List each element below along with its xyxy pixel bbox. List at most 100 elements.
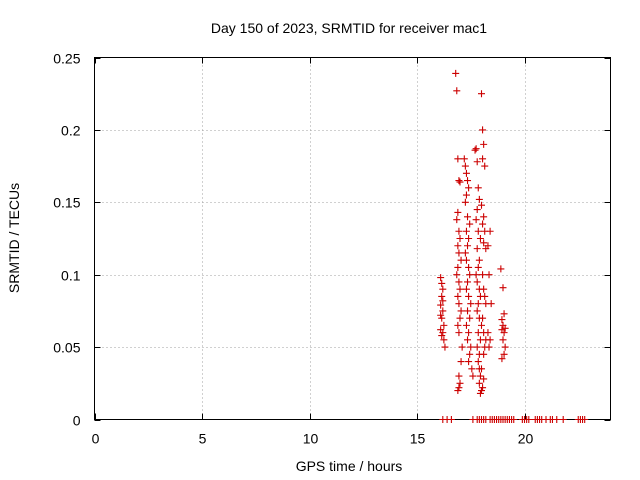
data-point: [499, 336, 507, 344]
data-point: [480, 375, 488, 383]
axis-ticks: 0 5 10 15 20 0 0.05 0.1 0.15 0.2 0.25: [53, 51, 611, 447]
data-point: [525, 416, 533, 423]
data-point: [458, 343, 466, 351]
data-point: [501, 324, 509, 332]
data-point: [455, 177, 463, 185]
data-point: [481, 162, 489, 170]
data-point: [499, 284, 507, 292]
data-point: [480, 285, 488, 293]
data-point: [453, 216, 461, 224]
data-point: [472, 145, 480, 153]
data-point: [553, 416, 561, 423]
x-tick-label: 10: [303, 431, 319, 447]
data-point: [455, 300, 463, 308]
data-point: [559, 416, 567, 423]
data-point: [465, 292, 473, 300]
data-points: [437, 69, 589, 423]
plot-frame: [94, 57, 611, 420]
data-point: [475, 365, 483, 373]
data-point: [460, 155, 468, 163]
data-point: [474, 263, 482, 271]
data-point: [474, 184, 482, 192]
data-point: [479, 126, 487, 134]
data-point: [461, 198, 469, 206]
data-point: [474, 300, 482, 308]
data-point: [441, 343, 449, 351]
data-point: [461, 162, 469, 170]
data-point: [452, 69, 460, 77]
data-point: [487, 300, 495, 308]
data-point: [454, 242, 462, 250]
y-tick-label: 0.2: [61, 123, 81, 139]
data-point: [465, 358, 473, 366]
x-tick-label: 0: [92, 431, 100, 447]
data-point: [475, 195, 483, 203]
data-point: [437, 301, 445, 309]
data-point: [581, 416, 589, 423]
data-point: [485, 271, 493, 279]
data-point: [456, 235, 464, 242]
data-point: [465, 235, 473, 242]
data-point: [484, 242, 492, 250]
data-point: [475, 379, 483, 387]
data-point: [454, 292, 462, 300]
data-point: [480, 140, 488, 148]
data-point: [464, 307, 472, 315]
data-point: [467, 300, 475, 308]
data-point: [466, 350, 474, 358]
data-point: [464, 336, 472, 344]
data-point: [455, 372, 463, 380]
data-point: [480, 239, 488, 247]
data-point: [469, 372, 477, 380]
data-point: [473, 278, 481, 286]
data-point: [462, 227, 470, 235]
data-point: [439, 307, 447, 315]
data-point: [479, 384, 487, 392]
data-point: [439, 329, 447, 337]
data-point: [485, 343, 493, 351]
data-point: [455, 278, 463, 286]
data-point: [462, 191, 470, 199]
data-point: [457, 358, 465, 366]
y-tick-label: 0.15: [53, 195, 80, 211]
data-point: [456, 285, 464, 293]
data-point: [478, 321, 485, 329]
data-point: [510, 416, 518, 423]
data-point: [462, 169, 470, 177]
data-point: [456, 314, 464, 322]
data-point: [500, 310, 508, 318]
data-point: [478, 201, 485, 209]
data-point: [440, 321, 448, 329]
data-point: [473, 158, 481, 166]
data-point: [476, 389, 484, 397]
data-point: [473, 245, 481, 253]
data-point: [484, 329, 492, 337]
data-point: [456, 178, 464, 186]
data-point: [479, 271, 487, 279]
data-point: [454, 387, 462, 395]
data-point: [462, 285, 470, 293]
data-point: [454, 155, 462, 163]
grid-lines: [94, 57, 611, 420]
data-point: [455, 227, 463, 235]
data-point: [455, 249, 463, 257]
data-point: [486, 227, 494, 235]
data-point: [454, 263, 462, 271]
data-point: [480, 350, 488, 358]
data-point: [466, 314, 474, 322]
data-point: [479, 155, 487, 163]
y-tick-label: 0: [73, 413, 81, 429]
data-point: [467, 343, 475, 351]
data-point: [462, 321, 470, 329]
data-point: [440, 336, 448, 344]
data-point: [465, 184, 473, 192]
data-point: [474, 358, 482, 366]
data-point: [454, 208, 462, 216]
data-point: [478, 387, 485, 395]
data-point: [437, 274, 445, 282]
data-point: [466, 220, 474, 228]
data-point: [481, 292, 489, 300]
data-point: [500, 350, 508, 358]
data-point: [453, 87, 461, 95]
